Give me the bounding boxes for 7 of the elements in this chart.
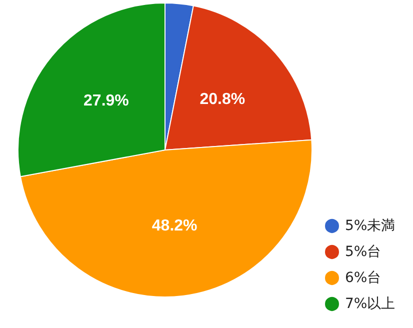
data-label: 27.9%	[84, 92, 129, 110]
data-label: 48.2%	[152, 217, 198, 234]
legend-label: 6%台	[345, 270, 382, 286]
data-label: 20.8%	[200, 90, 246, 108]
legend-label: 7%以上	[345, 296, 396, 312]
legend-label: 5%台	[345, 244, 382, 260]
legend-label: 5%未満	[345, 218, 396, 234]
